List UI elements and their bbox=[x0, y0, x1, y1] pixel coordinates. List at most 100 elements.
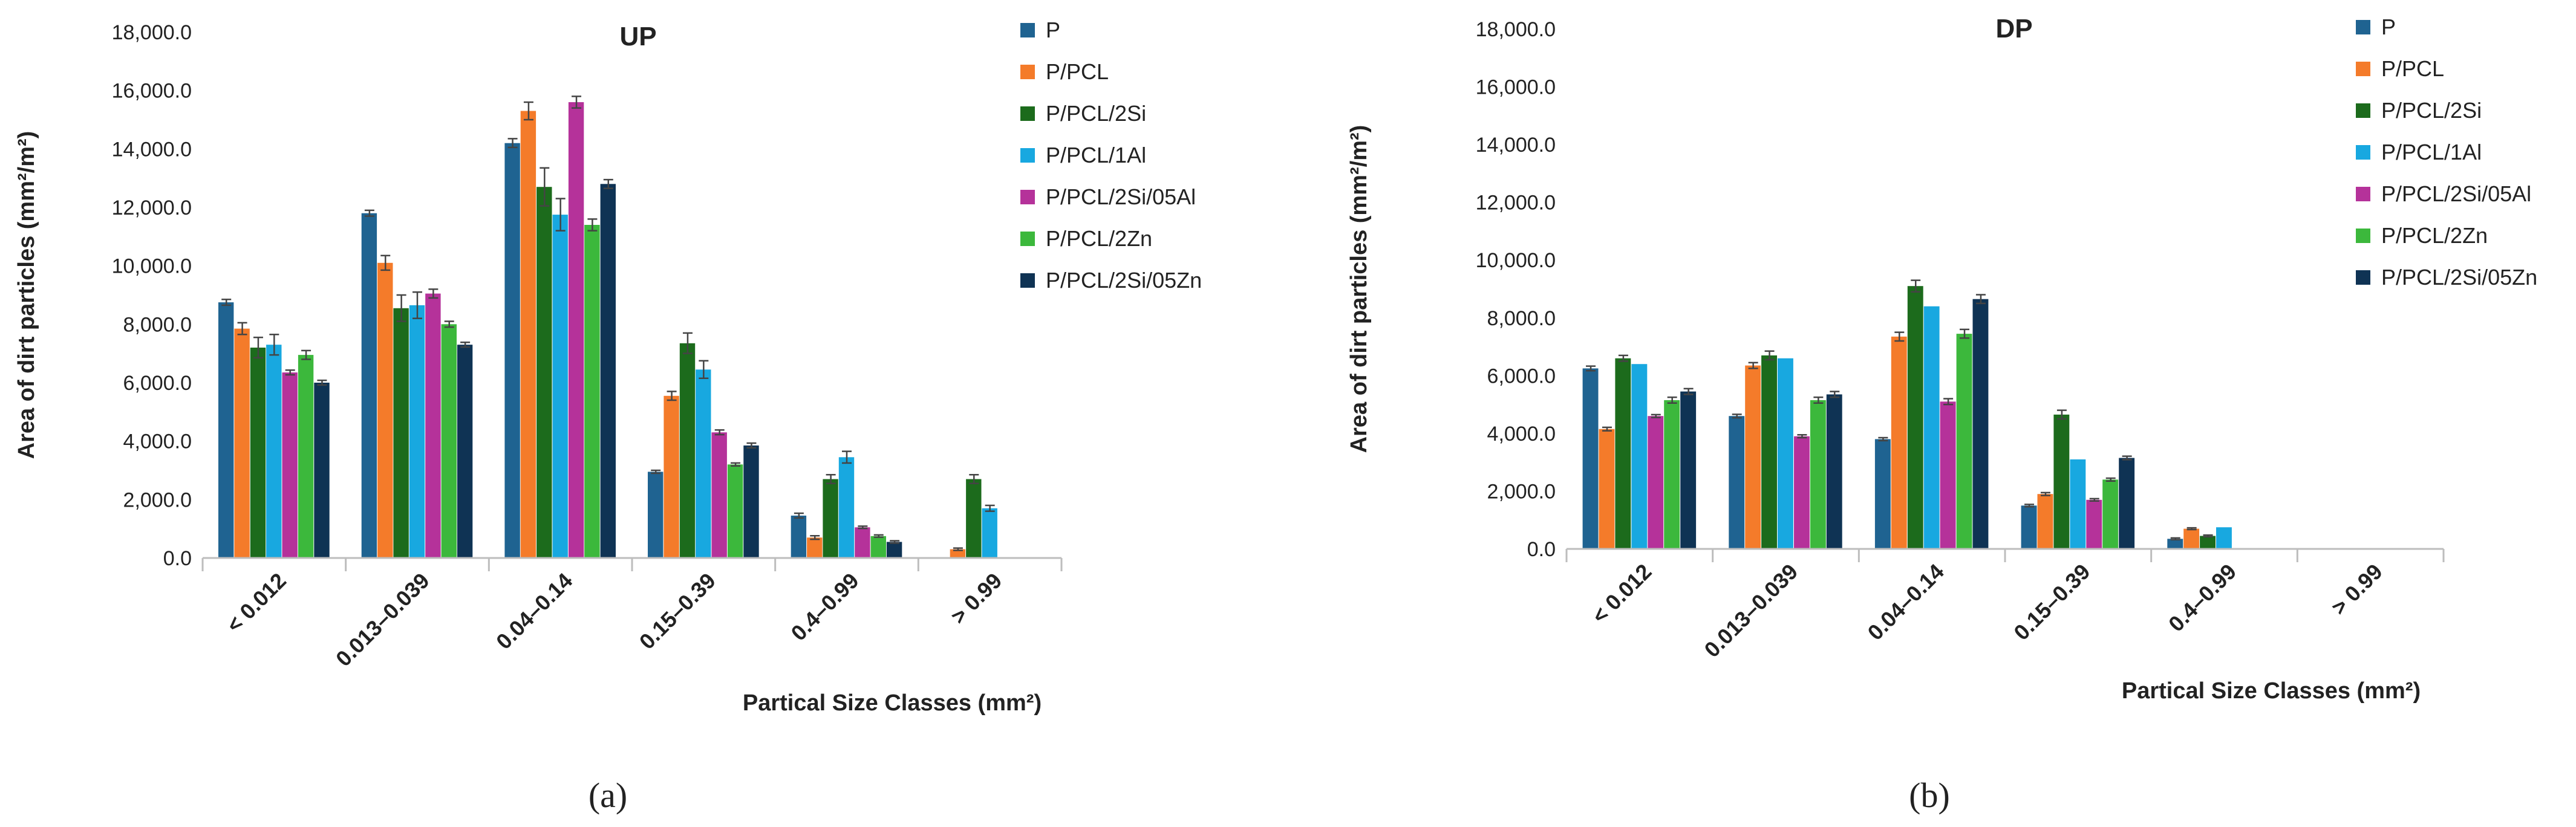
bar bbox=[727, 464, 743, 558]
x-axis-label: Partical Size Classes (mm²) bbox=[743, 690, 1042, 716]
legend-label: P/PCL/2Si/05Zn bbox=[2381, 265, 2537, 290]
legend-label: P/PCL/2Si/05Al bbox=[1046, 184, 1196, 209]
y-tick-label: 8,000.0 bbox=[123, 313, 192, 336]
legend-swatch bbox=[1020, 190, 1035, 204]
legend-label: P/PCL/2Zn bbox=[1046, 226, 1152, 251]
y-tick-label: 6,000.0 bbox=[1487, 365, 1556, 388]
x-category-label: 0.4–0.99 bbox=[2164, 559, 2241, 637]
legend-label: P bbox=[1046, 18, 1060, 42]
bar bbox=[1615, 358, 1631, 549]
bar bbox=[1582, 368, 1599, 549]
bar bbox=[552, 215, 568, 559]
bar bbox=[1874, 439, 1891, 549]
bar bbox=[441, 324, 457, 558]
legend-label: P/PCL/1Al bbox=[1046, 143, 1146, 167]
bar bbox=[966, 479, 982, 558]
y-axis-label: Area of dirt particles (mm²/m²) bbox=[1346, 125, 1372, 453]
bar bbox=[1680, 391, 1697, 549]
y-tick-label: 14,000.0 bbox=[112, 138, 192, 161]
panel-caption: (a) bbox=[589, 776, 627, 815]
y-tick-label: 16,000.0 bbox=[1476, 76, 1556, 99]
legend-swatch bbox=[1020, 273, 1035, 288]
x-category-label: < 0.012 bbox=[1587, 559, 1657, 629]
bar bbox=[791, 515, 807, 558]
legend-swatch bbox=[2356, 229, 2370, 243]
bar bbox=[664, 395, 679, 559]
bar bbox=[425, 293, 441, 558]
bar bbox=[2086, 499, 2102, 549]
bar bbox=[1891, 336, 1907, 549]
bar bbox=[1664, 400, 1680, 549]
x-category-label: 0.04–0.14 bbox=[491, 568, 577, 654]
bar bbox=[1923, 306, 1940, 549]
bar bbox=[504, 143, 520, 558]
chart-title: DP bbox=[1995, 14, 2032, 44]
y-axis-label: Area of dirt particles (mm²/m²) bbox=[14, 131, 39, 459]
y-tick-label: 8,000.0 bbox=[1487, 307, 1556, 330]
y-tick-label: 14,000.0 bbox=[1476, 134, 1556, 157]
x-category-label: < 0.012 bbox=[221, 568, 291, 638]
legend-swatch bbox=[1020, 232, 1035, 246]
bar bbox=[2119, 458, 2135, 549]
bar bbox=[2167, 539, 2183, 549]
bar bbox=[2037, 494, 2053, 549]
x-category-label: 0.4–0.99 bbox=[786, 568, 864, 646]
legend-swatch bbox=[1020, 106, 1035, 121]
bar bbox=[2053, 414, 2070, 549]
bar bbox=[520, 111, 536, 558]
bar bbox=[2102, 479, 2119, 549]
bar bbox=[1794, 436, 1810, 549]
bar bbox=[266, 345, 282, 558]
legend-swatch bbox=[2356, 62, 2370, 76]
chart-title: UP bbox=[619, 22, 656, 51]
bar bbox=[1972, 299, 1989, 549]
y-tick-label: 0.0 bbox=[1527, 538, 1556, 561]
bar bbox=[648, 472, 664, 558]
legend-swatch bbox=[2356, 103, 2370, 118]
bar bbox=[696, 369, 711, 559]
y-tick-label: 18,000.0 bbox=[112, 21, 192, 44]
chart-panel-b: 0.0 2,000.0 4,000.0 6,000.0 8,000.0 10,000.0 1… bbox=[1346, 14, 2537, 815]
y-tick-label: 10,000.0 bbox=[1476, 249, 1556, 272]
bar bbox=[1631, 364, 1648, 549]
legend-label: P/PCL bbox=[2381, 56, 2444, 81]
bar bbox=[870, 536, 886, 559]
bar bbox=[1761, 355, 1777, 549]
legend-swatch bbox=[1020, 65, 1035, 79]
legend-swatch bbox=[2356, 187, 2370, 201]
bar bbox=[807, 537, 823, 558]
bar bbox=[314, 383, 330, 558]
y-tick-label: 16,000.0 bbox=[112, 80, 192, 103]
bar bbox=[2216, 527, 2232, 549]
legend-label: P/PCL/2Si/05Zn bbox=[1046, 268, 1202, 293]
x-category-label: 0.04–0.14 bbox=[1863, 559, 1949, 645]
legend-swatch bbox=[1020, 23, 1035, 37]
bar bbox=[2200, 536, 2216, 549]
bar bbox=[823, 479, 838, 558]
bar bbox=[743, 445, 759, 558]
bar bbox=[855, 527, 870, 559]
bar bbox=[457, 345, 473, 558]
y-tick-label: 18,000.0 bbox=[1476, 18, 1556, 41]
bar bbox=[1729, 416, 1745, 549]
x-axis-label: Partical Size Classes (mm²) bbox=[2122, 678, 2421, 704]
bar bbox=[1648, 416, 1664, 549]
bar bbox=[568, 102, 584, 558]
bar bbox=[838, 457, 855, 559]
y-tick-label: 4,000.0 bbox=[1487, 423, 1556, 446]
legend-swatch bbox=[1020, 148, 1035, 163]
bar bbox=[584, 225, 600, 558]
bar bbox=[1810, 400, 1826, 549]
bar bbox=[711, 432, 727, 558]
legend-label: P/PCL/2Si bbox=[1046, 101, 1146, 126]
bar bbox=[1907, 286, 1923, 549]
bar bbox=[409, 305, 425, 558]
y-tick-label: 6,000.0 bbox=[123, 372, 192, 395]
x-category-label: 0.013–0.039 bbox=[331, 568, 434, 672]
bar bbox=[886, 542, 902, 558]
legend-swatch bbox=[2356, 270, 2370, 285]
legend-label: P/PCL/2Si bbox=[2381, 98, 2482, 123]
y-tick-label: 12,000.0 bbox=[112, 196, 192, 219]
bar bbox=[234, 328, 250, 558]
